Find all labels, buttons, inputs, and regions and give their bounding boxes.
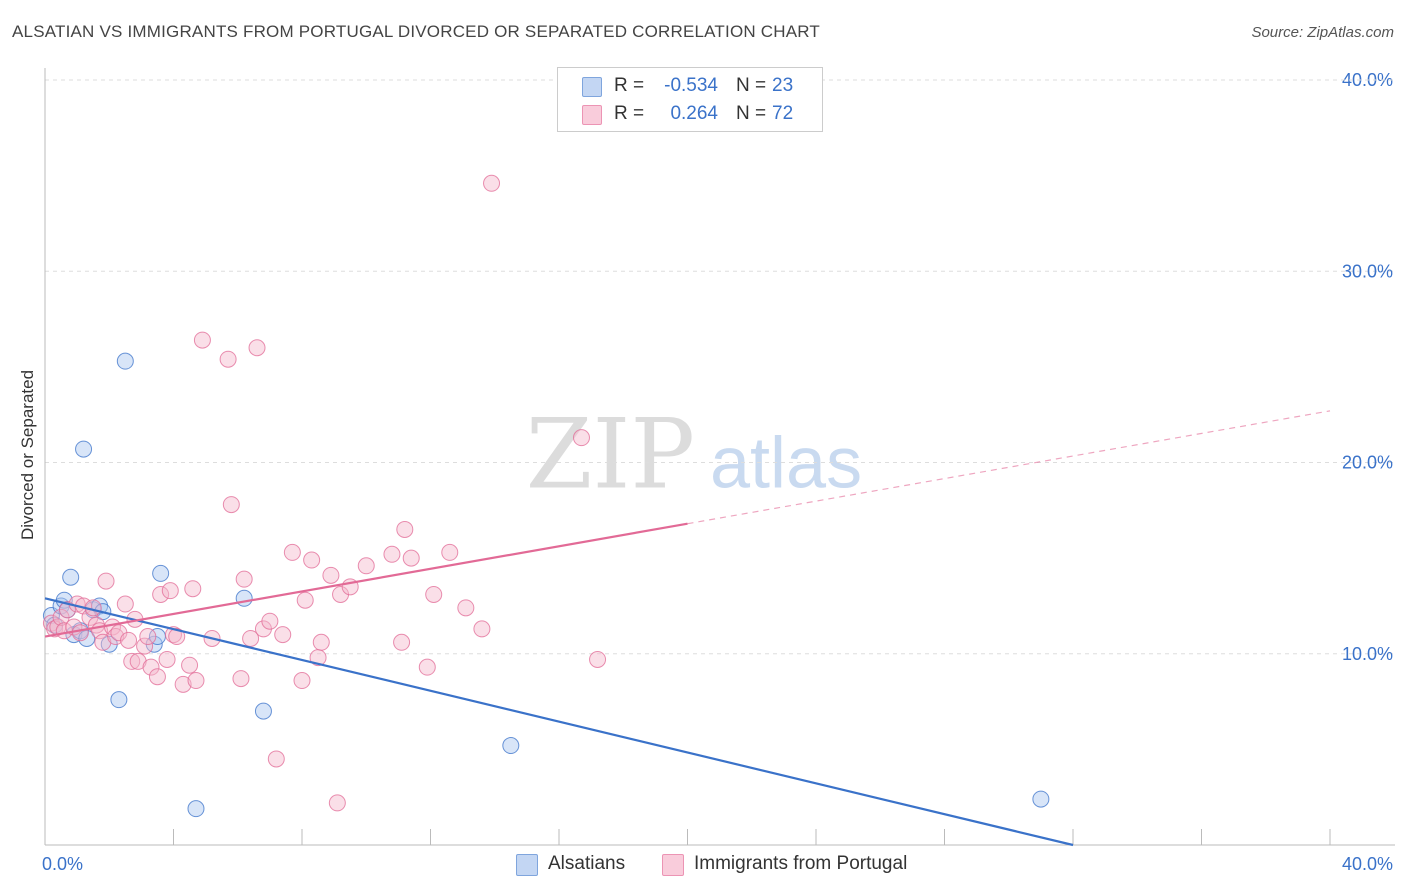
data-point <box>473 620 491 638</box>
chart-title: ALSATIAN VS IMMIGRANTS FROM PORTUGAL DIV… <box>12 22 821 41</box>
data-point <box>312 633 330 651</box>
data-point <box>357 557 375 575</box>
data-point <box>322 566 340 584</box>
data-point <box>158 650 176 668</box>
data-point <box>193 331 211 349</box>
data-point <box>418 658 436 676</box>
data-point <box>293 672 311 690</box>
data-point <box>242 629 260 647</box>
data-point <box>187 672 205 690</box>
data-point <box>174 675 192 693</box>
r-value: -0.534 <box>664 75 718 96</box>
alsatians-swatch <box>516 854 538 876</box>
portugal-points <box>42 174 607 812</box>
y-tick-label: 10.0% <box>1342 644 1393 664</box>
alsatians-trend-line <box>44 597 1074 847</box>
correlation-legend: R = -0.534 N = 23 R = 0.264 N = 72 <box>557 67 823 132</box>
data-point <box>110 691 128 709</box>
x-tick-label-left: 0.0% <box>42 854 83 874</box>
data-point <box>142 658 160 676</box>
y-tick-label: 30.0% <box>1342 261 1393 281</box>
data-point <box>235 570 253 588</box>
data-point <box>181 656 199 674</box>
data-point <box>283 543 301 561</box>
data-point <box>75 440 93 458</box>
r-label: R = <box>614 103 645 124</box>
data-point <box>396 520 414 538</box>
data-point <box>589 650 607 668</box>
series-legend: Alsatians Immigrants from Portugal <box>0 851 1406 879</box>
data-point <box>152 564 170 582</box>
data-point <box>393 633 411 651</box>
portugal-trend-line <box>44 522 688 638</box>
data-point <box>71 624 89 642</box>
portugal-trend-line-extension <box>687 410 1331 525</box>
portugal-swatch <box>582 105 602 125</box>
data-point <box>274 626 292 644</box>
data-point <box>572 429 590 447</box>
data-point <box>78 629 96 647</box>
data-point <box>296 591 314 609</box>
n-label: N = <box>736 75 767 96</box>
data-point <box>222 496 240 514</box>
watermark-zip: ZIP <box>526 398 695 510</box>
data-point <box>267 750 285 768</box>
r-label: R = <box>614 75 645 96</box>
data-point <box>184 580 202 598</box>
data-point <box>1032 790 1050 808</box>
data-point <box>219 350 237 368</box>
data-point <box>235 589 253 607</box>
data-point <box>402 549 420 567</box>
legend-row-portugal: R = 0.264 N = 72 <box>558 100 822 128</box>
legend-label: Immigrants from Portugal <box>694 853 908 874</box>
data-point <box>328 794 346 812</box>
data-point <box>425 585 443 603</box>
data-point <box>261 612 279 630</box>
alsatians-swatch <box>582 77 602 97</box>
data-point <box>483 174 501 192</box>
y-tick-label: 20.0% <box>1342 453 1393 473</box>
legend-label: Alsatians <box>548 853 626 874</box>
data-point <box>232 670 250 688</box>
data-point <box>136 637 154 655</box>
n-value: 72 <box>772 103 794 124</box>
data-point <box>441 543 459 561</box>
data-point <box>303 551 321 569</box>
data-point <box>62 568 80 586</box>
data-point <box>120 631 138 649</box>
data-point <box>123 652 141 670</box>
data-point <box>116 352 134 370</box>
n-value: 23 <box>772 75 794 96</box>
data-point <box>148 668 166 686</box>
data-point <box>116 595 134 613</box>
data-point <box>383 545 401 563</box>
data-point <box>457 599 475 617</box>
watermark-atlas: atlas <box>710 423 862 503</box>
portugal-swatch <box>662 854 684 876</box>
data-point <box>168 628 186 646</box>
legend-row-alsatians: R = -0.534 N = 23 <box>558 72 822 100</box>
source-credit: Source: ZipAtlas.com <box>1251 24 1394 41</box>
x-tick-label-right: 40.0% <box>1342 854 1393 874</box>
data-point <box>161 582 179 600</box>
r-value: 0.264 <box>670 103 718 124</box>
data-point <box>248 339 266 357</box>
data-point <box>502 737 520 755</box>
data-point <box>152 585 170 603</box>
data-point <box>187 800 205 818</box>
data-point <box>139 628 157 646</box>
data-point <box>97 572 115 590</box>
data-point <box>254 702 272 720</box>
n-label: N = <box>736 103 767 124</box>
